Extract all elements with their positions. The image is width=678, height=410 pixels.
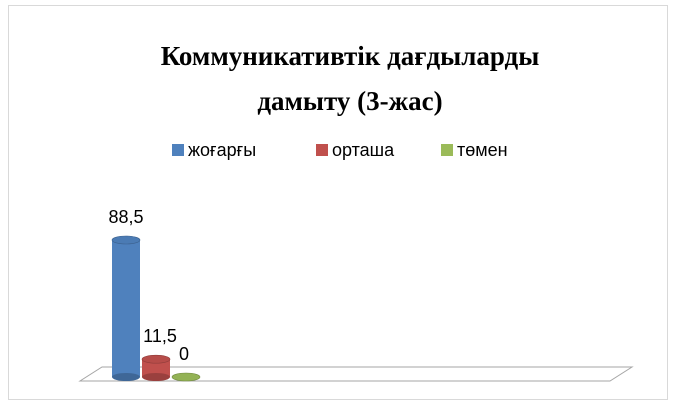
legend-swatch — [441, 144, 453, 156]
legend-label: төмен — [457, 140, 508, 160]
bar-body — [142, 359, 170, 377]
legend-label: жоғарғы — [188, 140, 256, 160]
data-label: 88,5 — [108, 207, 143, 227]
bar-top — [141, 354, 171, 364]
bar-bottom — [112, 373, 140, 381]
bar — [141, 354, 171, 381]
data-label: 0 — [179, 344, 189, 364]
chart-title: Коммуникативтік дағдыларды дамыту (3-жас… — [160, 41, 540, 116]
legend-label: орташа — [332, 140, 395, 160]
chart-frame — [8, 5, 668, 400]
legend-swatch — [172, 144, 184, 156]
legend-swatch — [316, 144, 328, 156]
bar — [171, 372, 201, 382]
bar-bottom — [142, 373, 170, 381]
bar — [111, 235, 141, 381]
bar-top — [171, 372, 201, 382]
floor — [78, 366, 634, 382]
bar-body — [112, 240, 140, 377]
data-label: 11,5 — [143, 326, 177, 346]
bar-top — [111, 235, 141, 245]
